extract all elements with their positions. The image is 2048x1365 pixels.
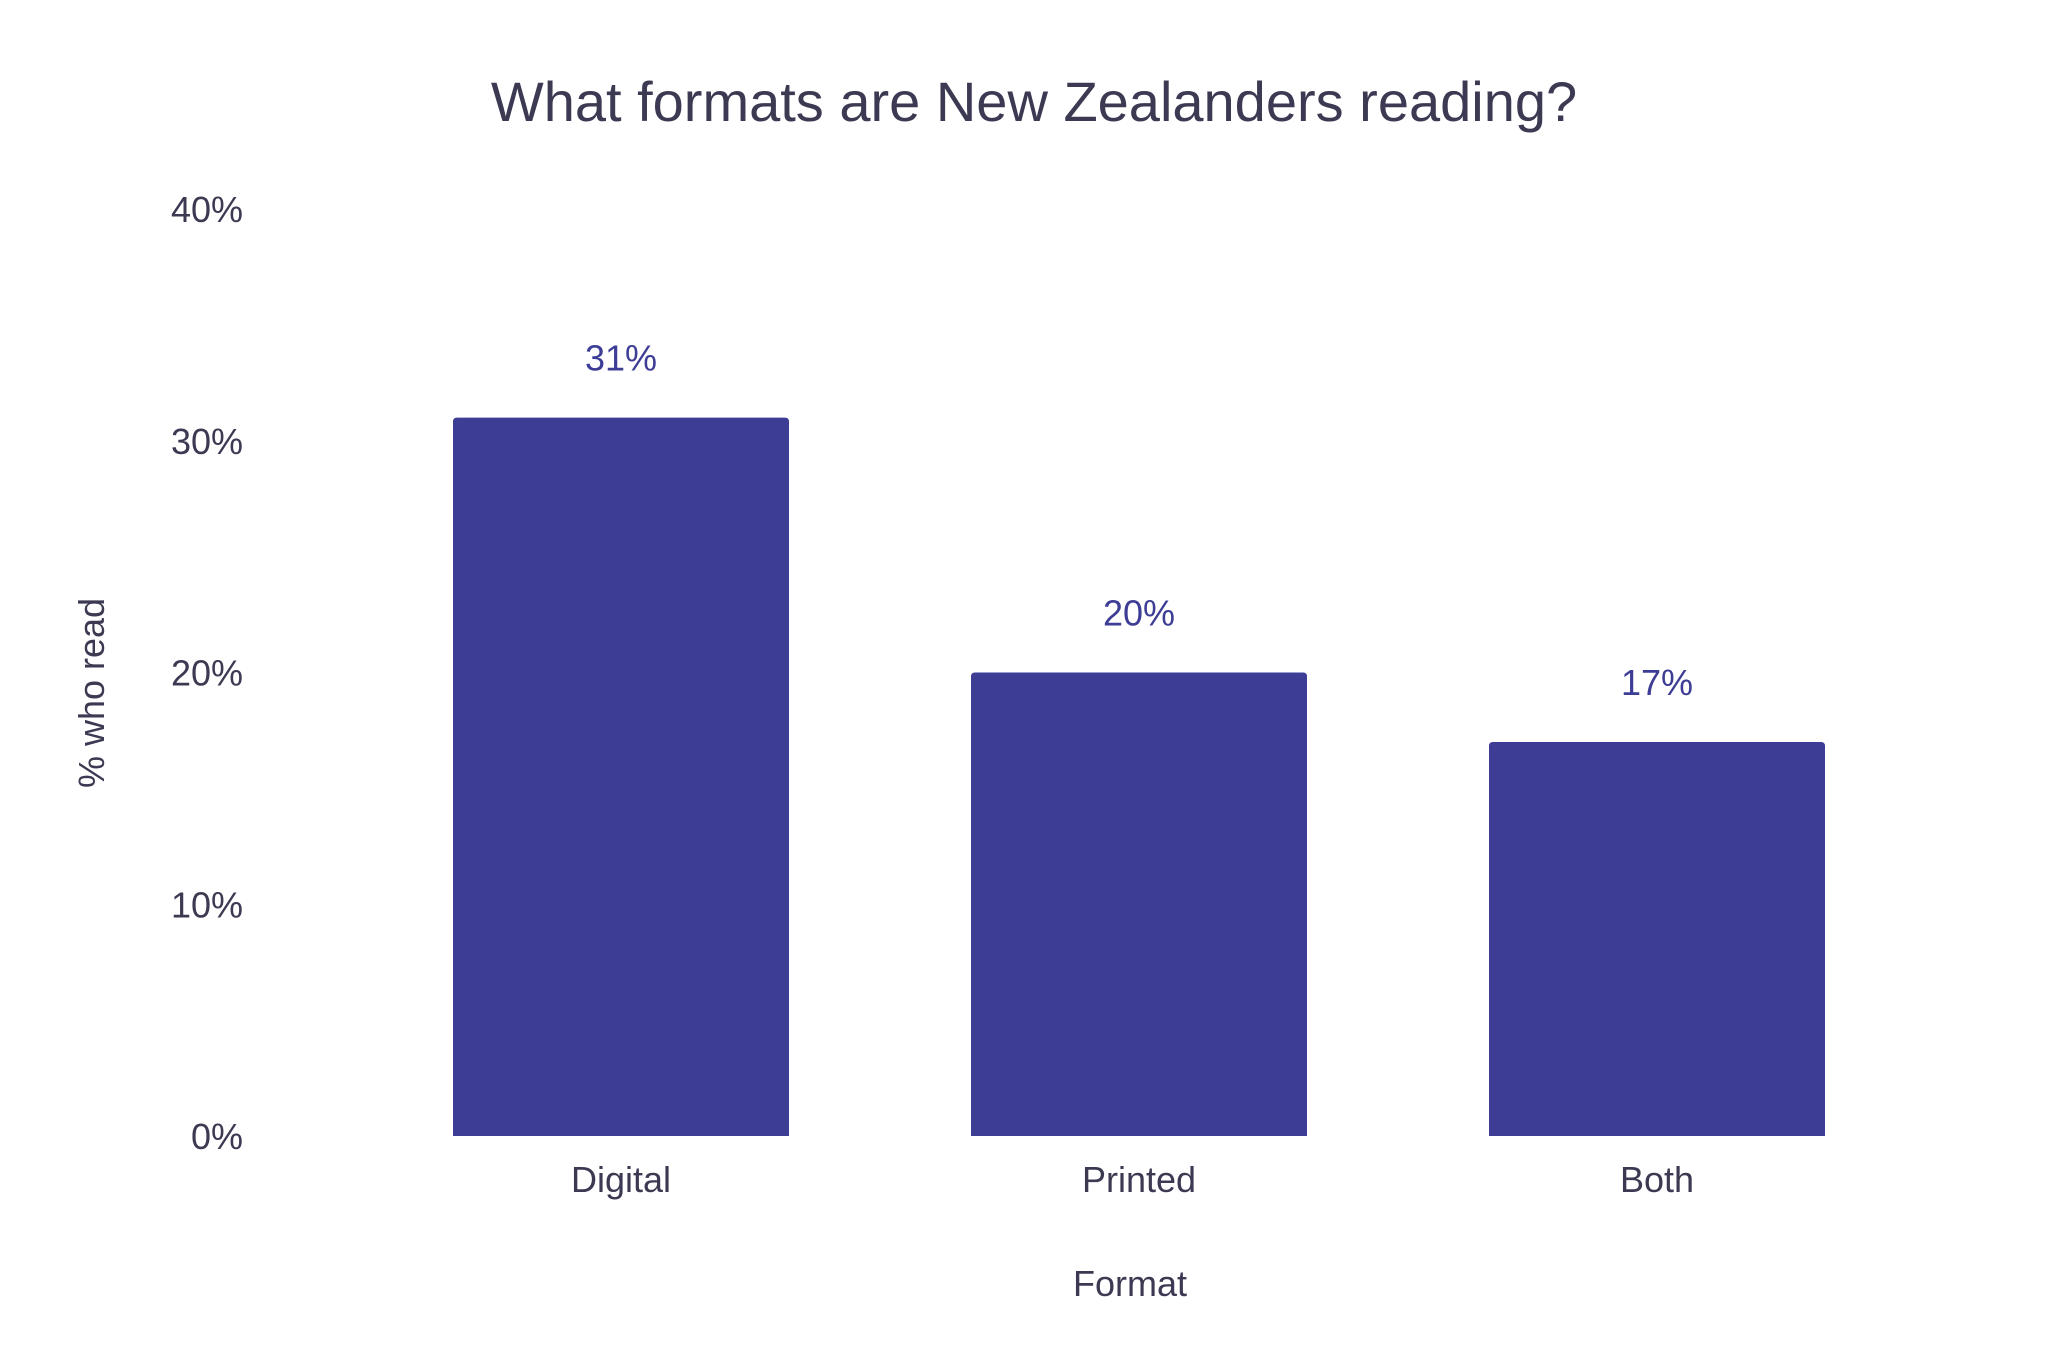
- value-label-both: 17%: [1621, 662, 1693, 703]
- y-tick-label: 20%: [171, 653, 243, 694]
- x-tick-label-digital: Digital: [571, 1159, 671, 1200]
- y-tick-label: 40%: [171, 189, 243, 230]
- y-axis-label: % who read: [71, 598, 112, 788]
- y-tick-label: 0%: [191, 1116, 243, 1157]
- bar-printed: [971, 672, 1307, 1136]
- value-label-digital: 31%: [585, 338, 657, 379]
- y-axis-ticks: 0% 10% 20% 30% 40%: [171, 189, 243, 1157]
- x-axis-label: Format: [1073, 1263, 1187, 1304]
- value-labels-group: 31% 20% 17%: [585, 338, 1693, 703]
- bar-both: [1489, 742, 1825, 1136]
- x-axis-categories: Digital Printed Both: [571, 1159, 1694, 1200]
- value-label-printed: 20%: [1103, 593, 1175, 634]
- bars-group: [453, 417, 1825, 1136]
- x-tick-label-printed: Printed: [1082, 1159, 1196, 1200]
- x-tick-label-both: Both: [1620, 1159, 1694, 1200]
- chart-title: What formats are New Zealanders reading?: [491, 70, 1577, 133]
- y-tick-label: 30%: [171, 421, 243, 462]
- y-tick-label: 10%: [171, 884, 243, 925]
- bar-digital: [453, 417, 789, 1136]
